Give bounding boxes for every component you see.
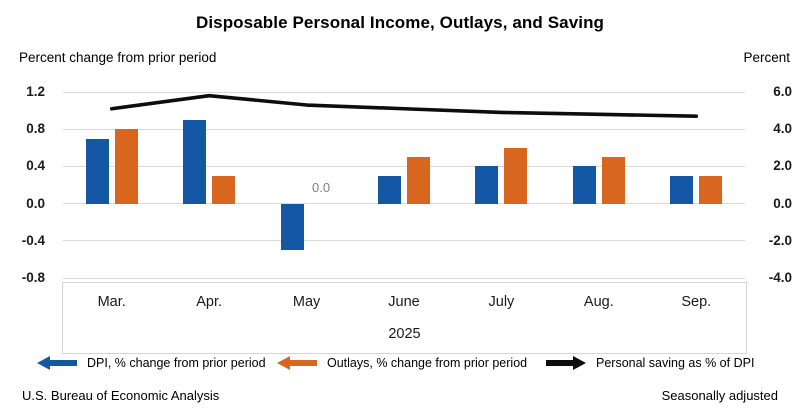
gridline [63, 203, 745, 205]
legend-item-saving: Personal saving as % of DPI [546, 355, 754, 371]
right-axis-tick: -4.0 [768, 270, 792, 285]
right-axis-tick: 0.0 [773, 195, 792, 211]
bar-dpi [572, 166, 596, 204]
bar-dpi [183, 119, 207, 204]
gridline [63, 128, 745, 130]
gridline [63, 165, 745, 167]
left-axis-tick: -0.8 [21, 270, 45, 285]
left-axis-tick: 0.8 [26, 121, 45, 137]
bar-dpi [378, 175, 401, 204]
bar-dpi [670, 175, 694, 204]
category-axis-box: 2025 Mar. Apr. May June July Aug. Sep. [62, 282, 747, 354]
legend-label: Outlays, % change from prior period [327, 356, 528, 370]
gridline [63, 277, 745, 279]
left-axis-tick: 0.0 [26, 195, 45, 211]
bar-outlays [212, 175, 236, 204]
legend-label: Personal saving as % of DPI [596, 356, 755, 370]
right-axis-tick: 6.0 [773, 84, 792, 99]
legend-item-outlays: Outlays, % change from prior period [277, 355, 527, 371]
legend-label: DPI, % change from prior period [87, 356, 266, 370]
zero-value-label: 0.0 [312, 179, 331, 195]
right-axis-tick: -2.0 [768, 232, 792, 248]
bar-outlays [114, 129, 138, 204]
left-axis-tick: 0.4 [26, 158, 45, 174]
left-axis-tick: 1.2 [26, 84, 45, 99]
footer-source: U.S. Bureau of Economic Analysis [22, 388, 220, 403]
bar-dpi [85, 138, 109, 204]
bar-outlays [601, 157, 625, 204]
personal-saving-line [109, 93, 699, 118]
left-arrow-icon [277, 356, 317, 370]
right-axis-title: Percent [743, 50, 790, 65]
bar-outlays [504, 147, 528, 204]
footer-note: Seasonally adjusted [661, 388, 778, 403]
plot-area: 0.0 [63, 91, 745, 279]
right-axis-tick: 4.0 [773, 121, 792, 137]
chart-title: Disposable Personal Income, Outlays, and… [195, 13, 605, 32]
left-axis-tick: -0.4 [21, 232, 45, 248]
month-label-mar: Mar. [97, 294, 126, 310]
month-label-may: May [292, 294, 321, 310]
month-label-aug: Aug. [583, 294, 614, 310]
right-arrow-icon [546, 356, 586, 370]
year-label: 2025 [388, 326, 421, 342]
month-label-july: July [488, 294, 515, 310]
legend-item-dpi: DPI, % change from prior period [37, 355, 266, 371]
bar-dpi [280, 203, 304, 251]
left-axis-title: Percent change from prior period [19, 50, 217, 65]
month-label-june: June [388, 294, 420, 310]
bar-outlays [699, 175, 723, 204]
bar-outlays [407, 157, 430, 204]
bar-dpi [475, 166, 499, 204]
left-arrow-icon [37, 356, 77, 370]
gridline [63, 91, 745, 93]
month-label-sep: Sep. [681, 294, 712, 310]
gridline [63, 240, 745, 242]
month-label-apr: Apr. [196, 294, 223, 310]
right-axis-tick: 2.0 [773, 158, 792, 174]
